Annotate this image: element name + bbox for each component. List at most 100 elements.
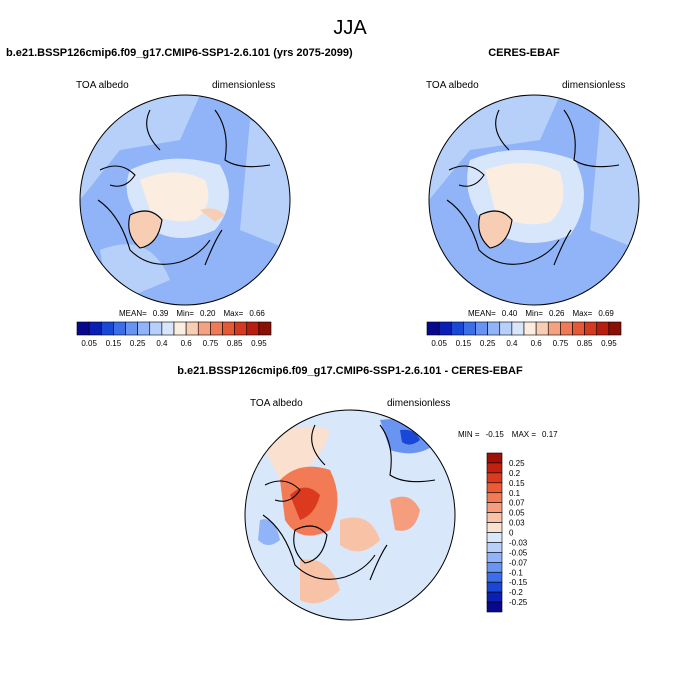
stat-text: MAX = [512,430,537,439]
units-label: dimensionless [562,80,625,91]
colorbar-box [475,321,488,336]
colorbar-box [450,321,464,336]
stat-text: MEAN= [119,309,147,318]
colorbar-box [547,321,561,336]
stat-text: MEAN= [468,309,496,318]
map [80,95,290,305]
colorbar-label: -0.15 [509,578,528,587]
colorbar-box [197,321,211,336]
map-outline [428,94,640,306]
colorbar-label: 0.75 [203,339,219,348]
field-label: TOA albedo [250,398,303,409]
colorbar-box [258,321,272,336]
stats: MIN = -0.15 MAX = 0.17 [458,430,558,439]
stats: MEAN= 0.39 Min= 0.20 Max= 0.66 [119,309,265,318]
colorbar-box [486,562,503,573]
colorbar-box [560,321,573,336]
colorbar-box [486,472,503,484]
colorbar-box [572,321,585,336]
stat-text: 0.20 [200,309,216,318]
colorbar-label: 0.25 [480,339,496,348]
colorbar-label: 0.95 [601,339,617,348]
figure-title: JJA [333,17,367,39]
colorbar-box [222,321,235,336]
colorbar-box [486,571,503,583]
colorbar-label: 0.4 [156,339,168,348]
colorbar-label: 0.03 [509,519,525,528]
colorbar-box [486,492,503,503]
colorbar-box [161,321,175,336]
stat-text: MIN = [458,430,480,439]
colorbar-box [486,502,503,513]
stat-text: 0.66 [249,309,265,318]
colorbar-box [185,321,199,336]
panel-title: b.e21.BSSP126cmip6.f09_g17.CMIP6-SSP1-2.… [177,365,523,377]
colorbar-label: 0.1 [509,489,521,498]
colorbar-box [535,321,549,336]
colorbar-box [438,321,452,336]
colorbar-label: -0.03 [509,538,528,547]
colorbar-label: 0.95 [251,339,267,348]
colorbar-box [88,321,102,336]
colorbar-box [486,552,503,563]
colorbar-box [486,591,503,603]
colorbar-box [499,321,513,336]
colorbar-label: -0.1 [509,568,523,577]
stats: MEAN= 0.40 Min= 0.26 Max= 0.69 [468,309,614,318]
colorbar-box [486,482,503,494]
colorbar-box [426,321,440,336]
colorbar-box [125,321,138,336]
colorbar-box [137,321,151,336]
stat-text: Max= [573,309,593,318]
colorbar-box [486,581,503,593]
colorbar-label: 0.15 [509,479,525,488]
colorbar-box [486,462,503,474]
colorbar-label: 0.6 [531,339,543,348]
colorbar-box [486,532,503,543]
colorbar-label: 0.2 [509,469,521,478]
colorbar-box [596,321,610,336]
panel-title: b.e21.BSSP126cmip6.f09_g17.CMIP6-SSP1-2.… [6,47,353,59]
colorbar-box [234,321,248,336]
map [245,410,455,620]
colorbar-box [608,321,622,336]
field-label: TOA albedo [426,80,479,91]
colorbar-label: 0 [509,529,514,538]
colorbar-label: 0.85 [577,339,593,348]
units-label: dimensionless [212,80,275,91]
panel-title: CERES-EBAF [488,47,560,59]
map-outline [79,94,291,306]
colorbar-box [149,321,163,336]
colorbar-box [76,321,90,336]
colorbar-box [463,321,476,336]
colorbar-label: -0.07 [509,558,528,567]
colorbar-label: 0.4 [506,339,518,348]
colorbar-label: 0.15 [456,339,472,348]
stat-text: 0.40 [502,309,518,318]
colorbar-label: -0.05 [509,548,528,557]
colorbar-label: -0.25 [509,598,528,607]
colorbar-label: -0.2 [509,588,523,597]
stat-text: Min= [525,309,543,318]
colorbar-label: 0.07 [509,499,525,508]
colorbar-label: 0.75 [553,339,569,348]
stat-text: Max= [224,309,244,318]
colorbar-label: 0.6 [181,339,193,348]
field-label: TOA albedo [76,80,129,91]
colorbar-label: 0.25 [509,459,525,468]
stat-text: -0.15 [486,430,505,439]
colorbar-label: 0.05 [431,339,447,348]
colorbar-box [486,452,503,464]
colorbar-box [487,321,501,336]
stat-text: 0.26 [549,309,565,318]
colorbar-box [523,321,537,336]
stat-text: 0.39 [153,309,169,318]
stat-text: 0.17 [542,430,558,439]
colorbar-label: 0.05 [509,509,525,518]
colorbar-label: 0.05 [81,339,97,348]
colorbar-label: 0.85 [227,339,243,348]
stat-text: Min= [176,309,194,318]
colorbar-box [486,601,503,613]
units-label: dimensionless [387,398,450,409]
map-outline [244,409,456,621]
